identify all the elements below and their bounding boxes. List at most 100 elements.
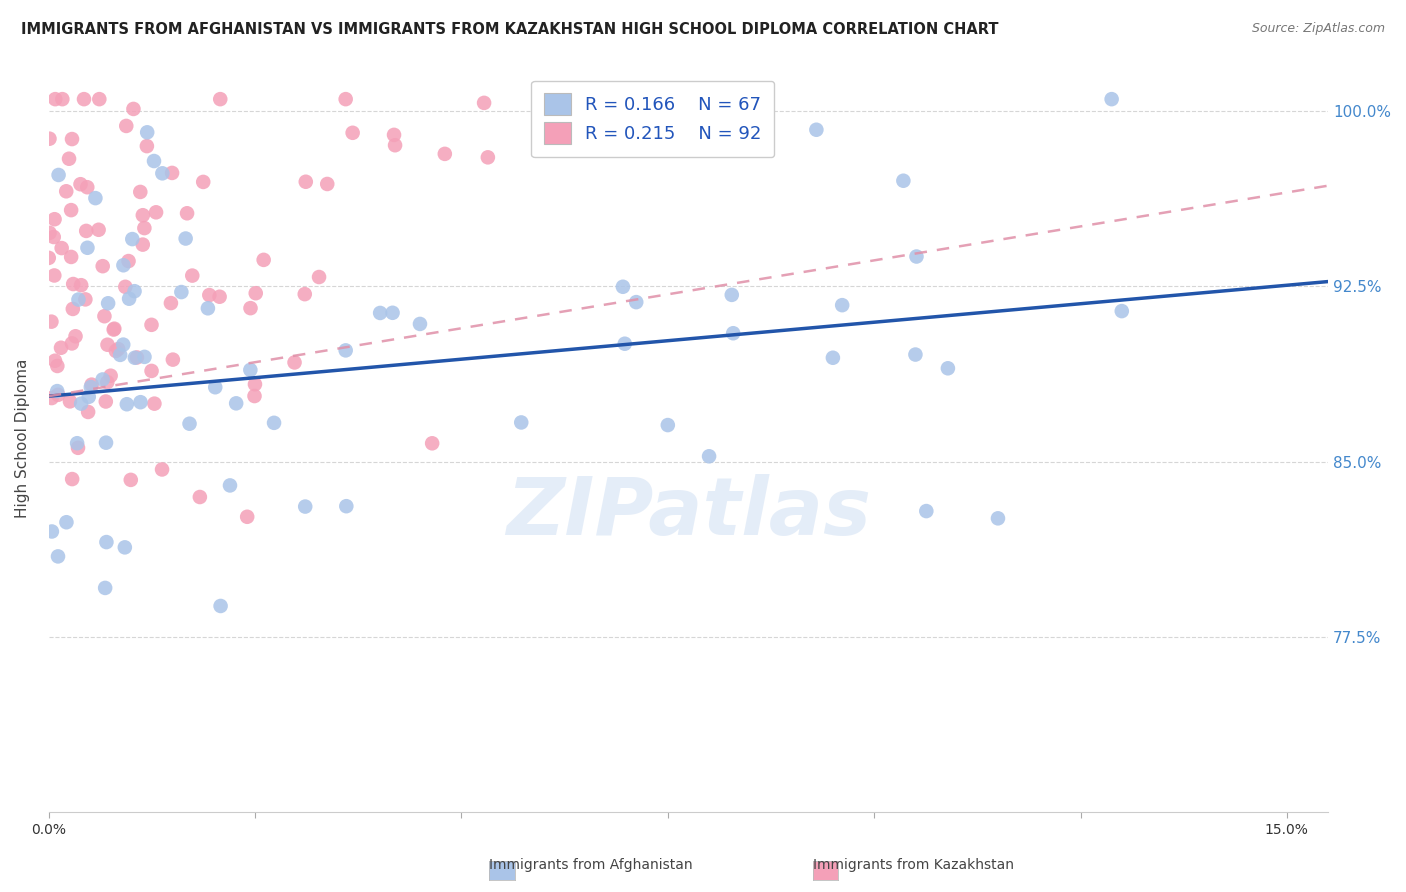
Point — [60, 336, 83, 351]
Text: Source: ZipAtlas.com: Source: ZipAtlas.com — [1251, 22, 1385, 36]
Point — [209, 599, 232, 613]
Point — [1111, 304, 1133, 318]
Point — [335, 343, 357, 358]
Point — [48, 168, 70, 182]
Point — [136, 125, 159, 139]
Point — [115, 119, 138, 133]
Point — [179, 417, 201, 431]
Point — [141, 318, 163, 332]
Point — [100, 368, 122, 383]
Point — [44, 268, 66, 283]
Point — [76, 180, 98, 194]
Point — [77, 390, 100, 404]
Point — [46, 384, 69, 398]
Point — [46, 549, 69, 564]
Point — [60, 472, 83, 486]
Point — [66, 441, 89, 455]
Point — [904, 347, 927, 361]
Point — [132, 237, 155, 252]
Point — [121, 232, 143, 246]
Point — [42, 230, 65, 244]
Point — [239, 363, 262, 377]
Point — [219, 478, 242, 492]
Point — [987, 511, 1010, 525]
Point — [76, 241, 98, 255]
Point — [80, 380, 103, 394]
Point — [60, 250, 83, 264]
Point — [612, 279, 634, 293]
Point — [308, 270, 330, 285]
Point — [893, 174, 915, 188]
Point — [145, 205, 167, 219]
Y-axis label: High School Diploma: High School Diploma — [15, 359, 30, 518]
Point — [103, 321, 125, 335]
Point — [51, 92, 73, 106]
Point — [239, 301, 262, 315]
Point — [936, 361, 959, 376]
Point — [94, 435, 117, 450]
Point — [197, 301, 219, 316]
Point — [60, 203, 83, 218]
Point — [84, 191, 107, 205]
Point — [160, 296, 183, 310]
Point — [94, 394, 117, 409]
Point — [420, 436, 443, 450]
Point — [253, 252, 276, 267]
Point — [55, 184, 77, 198]
Point — [160, 166, 183, 180]
Point — [236, 509, 259, 524]
Point — [225, 396, 247, 410]
Point — [208, 290, 231, 304]
Point — [115, 397, 138, 411]
Point — [342, 126, 364, 140]
Point — [124, 351, 146, 365]
Point — [75, 293, 97, 307]
Point — [409, 317, 432, 331]
Point — [55, 515, 77, 529]
Point — [657, 418, 679, 433]
Point — [60, 132, 83, 146]
Point — [97, 296, 120, 310]
Point — [477, 150, 499, 164]
Point — [103, 322, 125, 336]
Point — [46, 359, 69, 373]
Point — [626, 295, 648, 310]
Point — [806, 122, 828, 136]
Point — [831, 298, 853, 312]
Point — [150, 166, 173, 180]
Point — [821, 351, 844, 365]
Point — [243, 389, 266, 403]
Point — [70, 278, 93, 293]
Point — [44, 212, 66, 227]
Point — [96, 375, 118, 389]
Point — [62, 301, 84, 316]
Point — [245, 286, 267, 301]
Point — [87, 223, 110, 237]
Point — [129, 395, 152, 409]
Point — [129, 185, 152, 199]
Point — [112, 337, 135, 351]
Point — [38, 251, 60, 265]
Point — [134, 350, 156, 364]
Point — [316, 177, 339, 191]
Point — [125, 351, 148, 365]
Point — [41, 315, 63, 329]
Point — [382, 128, 405, 142]
Point — [73, 92, 96, 106]
Point — [51, 241, 73, 255]
Point — [181, 268, 204, 283]
Point — [117, 254, 139, 268]
Point — [720, 288, 742, 302]
Text: ZIPatlas: ZIPatlas — [506, 474, 870, 552]
Point — [621, 110, 644, 124]
Point — [49, 341, 72, 355]
Point — [112, 258, 135, 272]
Point — [135, 139, 157, 153]
Point — [193, 175, 215, 189]
Point — [120, 473, 142, 487]
Point — [174, 231, 197, 245]
Point — [384, 138, 406, 153]
Point — [89, 92, 111, 106]
Point — [510, 416, 533, 430]
Point — [77, 405, 100, 419]
